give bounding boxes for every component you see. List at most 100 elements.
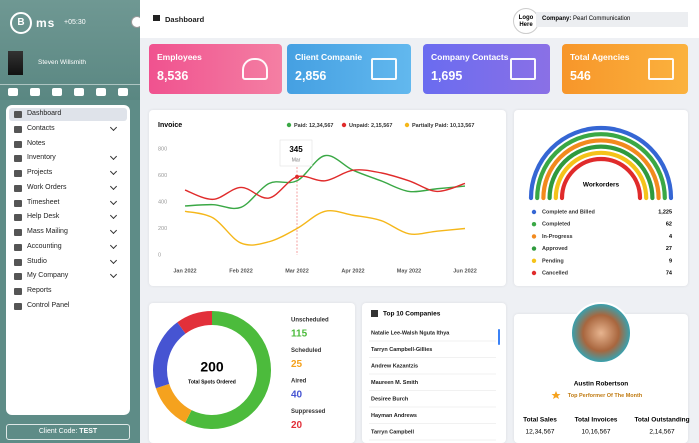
tooltip-label: Mar xyxy=(292,157,301,163)
legend-label: Scheduled xyxy=(291,348,322,354)
gauge-arc xyxy=(559,156,643,201)
menu-item[interactable]: Accounting xyxy=(9,241,127,254)
menu-item[interactable]: My Company xyxy=(9,270,127,283)
menu-item[interactable]: Mass Mailing xyxy=(9,226,127,239)
status-label: In-Progress xyxy=(542,234,573,240)
menu-icon xyxy=(14,170,22,178)
menu-icon xyxy=(14,184,22,192)
header-bar: Dashboard Logo Here Company: Pearl Communi… xyxy=(140,0,699,38)
time-zone: +05:30 xyxy=(64,19,86,26)
menu-icon xyxy=(14,288,22,296)
profile-photo xyxy=(570,302,632,364)
companies-card xyxy=(362,303,506,443)
company-name: Desiree Burch xyxy=(371,396,409,402)
stat-icon xyxy=(242,58,268,80)
legend-label: Paid: 12,34,567 xyxy=(294,123,333,129)
menu-panel: Dashboard Contacts Notes Inventory Projects W… xyxy=(6,105,130,415)
donut-segment xyxy=(177,311,212,334)
tooltip-box xyxy=(279,139,313,167)
menu-item[interactable]: Notes xyxy=(9,138,127,151)
page-title: Dashboard xyxy=(165,15,205,24)
stat-label: Company Contacts xyxy=(431,52,509,62)
menu-item[interactable]: Contacts xyxy=(9,123,127,136)
menu-icon xyxy=(14,273,22,281)
menu-label: Inventory xyxy=(27,154,56,162)
status-value: 1,225 xyxy=(658,209,672,215)
menu-icon xyxy=(14,125,22,133)
invoice-card xyxy=(149,110,506,286)
gauge-arc xyxy=(541,138,661,201)
companies-icon xyxy=(371,310,378,317)
menu-item[interactable]: Studio xyxy=(9,256,127,269)
menu-label: Help Desk xyxy=(27,213,60,221)
stat-label: Client Companie xyxy=(295,52,363,62)
menu-item[interactable]: Inventory xyxy=(9,152,127,165)
status-label: Pending xyxy=(542,258,564,264)
menu-item[interactable]: Projects xyxy=(9,167,127,180)
status-value: 9 xyxy=(669,258,672,264)
legend-label: Unscheduled xyxy=(291,318,329,324)
y-tick-label: 600 xyxy=(158,173,167,179)
status-dot xyxy=(531,209,537,215)
x-tick-label: Mar 2022 xyxy=(285,268,309,274)
status-label: Complete and Billed xyxy=(542,209,595,215)
menu-label: Timesheet xyxy=(27,198,60,206)
status-value: 4 xyxy=(669,234,673,240)
status-label: Cancelled xyxy=(542,270,568,276)
donut-segment xyxy=(153,322,186,389)
donut-total: 200 xyxy=(200,359,224,375)
tooltip-value: 345 xyxy=(289,145,303,154)
toolbar-icon[interactable] xyxy=(74,88,84,96)
status-value: 74 xyxy=(666,270,673,276)
star-icon xyxy=(551,391,561,399)
menu-label: Mass Mailing xyxy=(27,228,68,236)
y-tick-label: 400 xyxy=(158,199,167,205)
status-value: 27 xyxy=(666,246,672,252)
menu-item[interactable]: Timesheet xyxy=(9,197,127,210)
logo-text: ms xyxy=(36,16,56,30)
chart-title: Invoice xyxy=(158,122,182,129)
toolbar-icon[interactable] xyxy=(30,88,40,96)
toolbar-icon[interactable] xyxy=(96,88,106,96)
gauge-arc xyxy=(535,132,667,201)
user-avatar xyxy=(8,51,23,75)
status-dot xyxy=(531,234,537,239)
company-name: Andrew Kazantzis xyxy=(371,363,418,369)
profile-subtitle: Top Performer Of The Month xyxy=(568,393,643,399)
legend-value: 40 xyxy=(291,390,303,401)
legend-value: 115 xyxy=(291,329,308,340)
menu-item[interactable]: Dashboard xyxy=(9,108,127,121)
stat-icon xyxy=(648,58,674,80)
menu-item[interactable]: Help Desk xyxy=(9,211,127,224)
company-box: Company: Pearl Communication xyxy=(536,12,688,27)
menu-item[interactable]: Control Panel xyxy=(9,300,127,313)
donut-segment xyxy=(185,311,271,429)
legend-marker xyxy=(286,122,292,128)
gauge-arc xyxy=(553,150,649,201)
legend-marker xyxy=(341,122,347,128)
profile-stat-label: Total Sales xyxy=(523,417,557,424)
stat-icon xyxy=(510,58,536,80)
profile-stat-value: 12,34,567 xyxy=(526,429,555,436)
menu-label: Work Orders xyxy=(27,183,67,191)
client-code-text: TEST xyxy=(79,428,98,435)
stat-label: Total Agencies xyxy=(570,52,630,62)
gauge-title: Workorders xyxy=(583,182,620,189)
menu-label: Reports xyxy=(27,287,52,295)
menu-item[interactable]: Work Orders xyxy=(9,182,127,195)
profile-stat-label: Total Invoices xyxy=(575,417,618,424)
x-tick-label: Feb 2022 xyxy=(229,268,253,274)
menu-item[interactable]: Reports xyxy=(9,285,127,298)
legend-label: Suppressed xyxy=(291,409,326,415)
toolbar-icon[interactable] xyxy=(118,88,128,96)
donut-caption: Total Spots Ordered xyxy=(188,379,236,385)
sidebar-divider xyxy=(0,84,140,85)
menu-label: Contacts xyxy=(27,124,55,132)
menu-label: Dashboard xyxy=(27,110,62,117)
menu-label: My Company xyxy=(27,272,69,280)
toolbar-icon[interactable] xyxy=(8,88,18,96)
status-dot xyxy=(531,270,537,276)
toolbar-icon[interactable] xyxy=(52,88,62,96)
profile-stat-label: Total Outstanding xyxy=(634,417,689,424)
status-value: 62 xyxy=(666,222,672,228)
